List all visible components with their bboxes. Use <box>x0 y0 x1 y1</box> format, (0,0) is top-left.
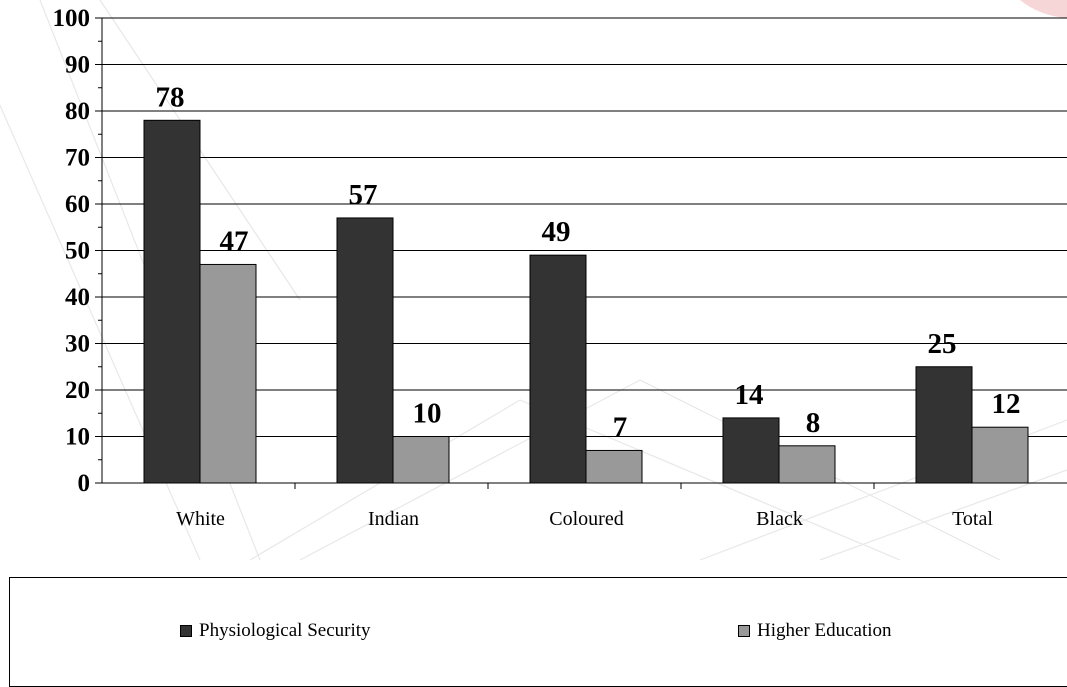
legend-swatch-higher-education <box>738 625 750 637</box>
legend-item-higher-education: Higher Education <box>738 620 892 642</box>
data-labels: 78 47 57 10 49 7 14 8 25 12 <box>156 81 1021 443</box>
x-tick-label: Black <box>756 508 803 530</box>
x-tick-label: Total <box>952 508 993 530</box>
x-tick-label: White <box>176 508 225 530</box>
x-tick-label: Indian <box>368 508 419 530</box>
legend: Physiological Security Higher Education <box>9 577 1067 687</box>
legend-swatch-physiological-security <box>180 625 192 637</box>
bar-higher-education-white <box>199 263 257 484</box>
x-tick-label: Coloured <box>549 508 623 530</box>
y-tick-label: 70 <box>65 145 90 172</box>
legend-label-higher-education: Higher Education <box>757 620 892 641</box>
y-tick-label: 50 <box>65 238 90 265</box>
tick-labels: 0 10 20 30 40 50 60 70 80 90 100 White Indian Coloure… <box>53 5 994 530</box>
bar-higher-education-total <box>971 426 1029 484</box>
data-label: 10 <box>413 398 442 430</box>
legend-label-physiological-security: Physiological Security <box>199 620 371 641</box>
y-tick-label: 80 <box>65 98 90 125</box>
corner-decoration <box>1020 0 1067 18</box>
data-label: 49 <box>542 216 571 248</box>
bars <box>143 119 1029 484</box>
watermark-line <box>819 469 1067 560</box>
y-tick-label: 10 <box>65 424 90 451</box>
bar-higher-education-indian <box>392 436 450 484</box>
y-tick-label: 20 <box>65 377 90 404</box>
y-tick-label: 60 <box>65 191 90 218</box>
bar-higher-education-black <box>778 445 836 484</box>
legend-item-physiological-security: Physiological Security <box>180 620 371 642</box>
bar-higher-education-coloured <box>585 449 643 484</box>
data-label: 14 <box>735 379 764 411</box>
bar-chart: 78 47 57 10 49 7 14 8 25 12 0 10 20 30 40 50 60 70 80 90 10… <box>0 0 1067 560</box>
y-tick-label: 40 <box>65 284 90 311</box>
y-tick-label: 100 <box>53 5 91 32</box>
bar-physiological-security-coloured <box>529 254 587 484</box>
bar-physiological-security-black <box>722 417 780 484</box>
watermark-line <box>249 399 901 560</box>
y-tick-label: 30 <box>65 331 90 358</box>
data-label: 57 <box>349 179 378 211</box>
y-tick-label: 0 <box>78 470 91 497</box>
y-tick-label: 90 <box>65 52 90 79</box>
data-label: 78 <box>156 81 185 113</box>
data-label: 47 <box>220 225 249 257</box>
watermark-line <box>299 379 1001 560</box>
data-label: 7 <box>613 411 628 443</box>
bar-physiological-security-white <box>143 119 201 484</box>
data-label: 8 <box>806 407 821 439</box>
gridlines <box>102 17 1067 437</box>
data-label: 12 <box>992 388 1021 420</box>
data-label: 25 <box>928 328 957 360</box>
bar-physiological-security-indian <box>336 217 394 484</box>
bar-physiological-security-total <box>915 366 973 484</box>
